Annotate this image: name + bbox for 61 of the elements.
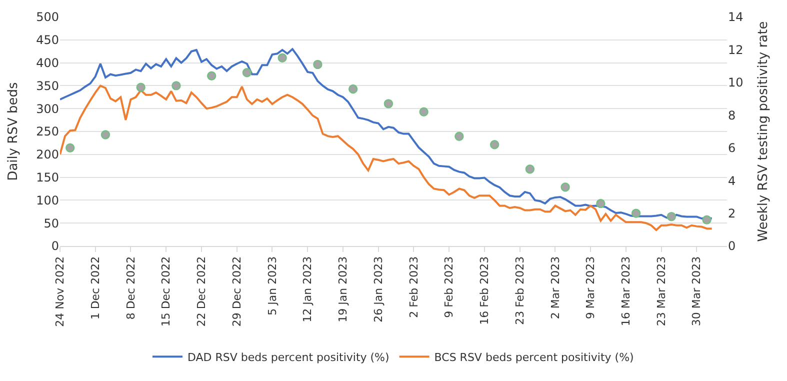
x-tick-label: 9 Feb 2023 [442, 256, 456, 318]
y-tick-label: 450 [36, 33, 59, 48]
x-tick-label: 29 Dec 2022 [230, 256, 244, 327]
point [525, 164, 535, 174]
x-tick-label: 12 Jan 2023 [301, 256, 314, 322]
point [419, 107, 428, 116]
y2-tick-label: 8 [728, 108, 736, 122]
x-tick-label: 22 Dec 2022 [195, 256, 208, 327]
x-tick-label: 5 Jan 2023 [266, 256, 279, 316]
y2-tick-label: 6 [728, 141, 736, 156]
y2-tick-label: 4 [728, 174, 736, 188]
y-tick-label: 0 [51, 239, 59, 254]
point [100, 130, 110, 140]
x-tick-label: 30 Mar 2023 [690, 256, 704, 326]
y2-tick-label: 2 [728, 206, 736, 220]
x-tick-label: 24 Nov 2022 [54, 256, 67, 327]
y2-tick-label: 0 [728, 239, 736, 254]
y-tick-label: 150 [36, 170, 59, 184]
y2-tick-label: 10 [728, 76, 744, 90]
point [490, 140, 500, 150]
y-tick-label: 300 [36, 102, 59, 116]
x-tick-label: 23 Mar 2023 [654, 256, 668, 326]
point [348, 84, 358, 94]
point [560, 182, 570, 192]
y-tick-label: 350 [36, 78, 59, 93]
point [206, 71, 216, 80]
point [596, 198, 606, 208]
point [384, 99, 394, 108]
point [66, 143, 75, 152]
point [172, 81, 181, 90]
y2-axis-title: Weekly RSV testing positivity rate [756, 21, 771, 242]
x-tick-label: 16 Mar 2023 [620, 256, 633, 326]
point [666, 212, 676, 222]
x-tick-label: 15 Dec 2022 [160, 256, 173, 327]
x-tick-label: 26 Jan 2023 [372, 256, 385, 322]
y-tick-label: 100 [36, 193, 59, 208]
legend-label: DAD RSV beds percent positivity (%) [188, 350, 390, 364]
point [702, 215, 712, 224]
y-tick-label: 500 [36, 10, 59, 24]
point [278, 53, 287, 62]
x-tick-label: 2 Feb 2023 [407, 256, 420, 318]
y-tick-label: 250 [36, 124, 59, 139]
x-tick-label: 1 Dec 2022 [88, 256, 102, 320]
point [313, 60, 322, 70]
point [631, 208, 641, 218]
x-tick-label: 23 Feb 2023 [513, 256, 526, 325]
point [136, 82, 146, 92]
legend-label: BCS RSV beds percent positivity (%) [434, 350, 634, 364]
x-tick-label: 19 Jan 2023 [336, 256, 350, 322]
point [242, 68, 252, 78]
y-tick-label: 200 [36, 148, 59, 162]
y2-tick-label: 14 [728, 10, 744, 24]
y-tick-label: 400 [36, 56, 59, 70]
y-tick-label: 50 [44, 216, 59, 230]
x-tick-label: 9 Mar 2023 [584, 256, 598, 320]
point [454, 132, 464, 142]
x-tick-label: 16 Feb 2023 [478, 256, 492, 325]
y-axis-title: Daily RSV beds [6, 82, 22, 181]
x-tick-label: 2 Mar 2023 [548, 256, 562, 320]
y2-tick-label: 12 [728, 42, 744, 57]
x-tick-label: 8 Dec 2022 [124, 256, 138, 320]
